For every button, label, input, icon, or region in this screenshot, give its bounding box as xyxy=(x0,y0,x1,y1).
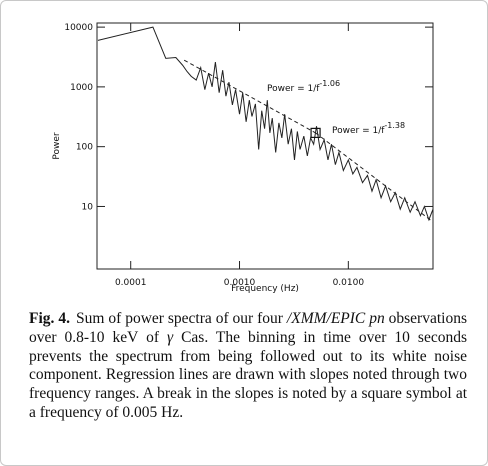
y-tick-label: 1000 xyxy=(70,83,93,93)
plot-frame xyxy=(96,22,434,270)
caption-text: Sum of power spectra of our four xyxy=(75,310,287,327)
annotation-exponent: -1.06 xyxy=(319,79,340,88)
caption-text: Cas. The binning in time over 10 seconds… xyxy=(29,328,467,421)
annotation-exponent: -1.38 xyxy=(384,121,405,130)
y-axis-label: Power xyxy=(52,132,62,160)
fit-line xyxy=(315,132,434,223)
annotation: Power = 1/f-1.06 xyxy=(267,79,340,94)
y-tick-label: 10 xyxy=(82,202,94,212)
caption-text: observations over 0.8-10 keV of xyxy=(29,310,467,346)
annotation-text: Power = 1/f xyxy=(267,84,320,94)
caption-label: Fig. 4. xyxy=(29,310,70,327)
chart: Frequency (Hz) Power 0.0001 0.0010 0.0100 1… xyxy=(52,22,434,294)
caption-text: /XMM/EPIC pn xyxy=(286,310,385,327)
x-axis-label: Frequency (Hz) xyxy=(231,284,299,294)
y-tick-label: 100 xyxy=(76,143,93,153)
x-tick-label: 0.0001 xyxy=(115,278,147,288)
break-marker xyxy=(310,127,321,138)
caption: Fig. 4. Sum of power spectra of our four … xyxy=(29,310,467,423)
x-tick-label: 0.0100 xyxy=(333,278,365,288)
annotation: Power = 1/f-1.38 xyxy=(332,121,405,136)
y-tick-label: 10000 xyxy=(64,23,93,33)
fit-line xyxy=(183,59,316,134)
x-tick-label: 0.0010 xyxy=(224,278,256,288)
annotation-text: Power = 1/f xyxy=(332,126,385,136)
spectrum-line xyxy=(97,26,434,222)
caption-text: γ xyxy=(166,328,174,346)
